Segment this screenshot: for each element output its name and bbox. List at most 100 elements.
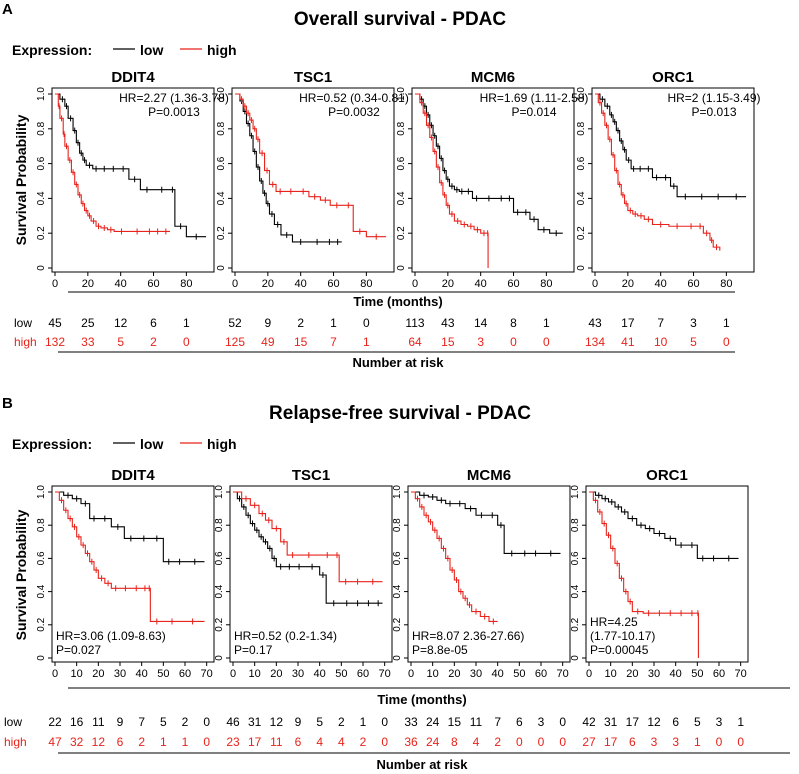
survival-curve-low-b-orc1 [589,491,739,559]
km-plot-b-tsc1: TSC1 0 0.2 0.4 0.6 0.8 1.0 0 10 20 30 40 50 60 70 HR=0.… [214,467,393,680]
plot-frame-a-tsc1 [231,87,395,273]
y-tick-label-a-ddit4: 1.0 [36,87,47,101]
risk-count-low-b: 11 [92,715,105,729]
risk-count-low-a: 113 [405,316,424,330]
risk-count-low-b: 12 [647,715,661,729]
risk-count-high-b: 6 [117,735,124,749]
y-tick-label-a-tsc1: 0 [216,265,227,271]
y-tick-label-b-mcm6: 0.2 [392,617,403,631]
risk-count-low-b: 2 [338,715,345,729]
y-tick-label-a-orc1: 0 [576,265,587,271]
risk-count-low-a: 6 [150,316,157,330]
risk-count-high-b: 8 [451,735,458,749]
risk-count-high-a: 33 [81,335,95,349]
y-tick-label-b-ddit4: 0 [36,655,47,661]
panel-title-b: Relapse-free survival - PDAC [269,403,531,424]
risk-count-low-a: 1 [183,316,190,330]
ylabel-a: Survival Probability [13,114,29,245]
risk-count-high-a: 1 [363,335,370,349]
plot-title-b-ddit4: DDIT4 [111,467,155,484]
risk-count-low-b: 5 [316,715,323,729]
y-tick-label-a-orc1: 1.0 [576,87,587,101]
hr-annotation-b-orc1: (1.77-10.17) [590,629,655,643]
risk-count-high-b: 23 [226,735,240,749]
x-tick-label-b-orc1: 50 [691,668,703,680]
risk-table-b: 22 16 11 9 7 5 2 0 46 31 12 9 5 2 1 0 33 24 15 11 7 6 3 0 42 31 17… [48,715,744,749]
y-tick-label-a-ddit4: 0.4 [36,191,47,205]
risk-title-a: Number at risk [352,355,444,370]
risk-count-low-a: 43 [441,316,455,330]
risk-count-low-b: 24 [426,715,440,729]
y-tick-label-a-orc1: 0.8 [576,121,587,135]
y-tick-label-a-tsc1: 0.6 [216,156,227,170]
survival-curve-high-b-tsc1 [233,491,383,583]
x-tick-label-a-orc1: 60 [687,278,699,290]
plot-title-b-mcm6: MCM6 [467,467,511,484]
x-tick-label-a-ddit4: 60 [147,278,159,290]
x-tick-label-b-tsc1: 30 [292,668,304,680]
risk-count-high-b: 6 [295,735,302,749]
x-tick-label-b-ddit4: 30 [114,668,126,680]
risk-count-low-b: 6 [672,715,679,729]
survival-curve-low-a-orc1 [595,93,747,198]
risk-count-high-a: 2 [150,335,157,349]
hr-annotation-a-orc1: P=0.013 [691,105,736,119]
risk-count-high-b: 0 [737,735,744,749]
risk-count-low-b: 3 [538,715,545,729]
y-tick-label-b-mcm6: 0.4 [392,584,403,598]
hr-annotation-a-ddit4: HR=2.27 (1.36-3.78) [119,91,229,105]
hr-annotation-b-mcm6: HR=8.07 2.36-27.66) [412,629,524,643]
x-tick-label-a-tsc1: 60 [327,278,339,290]
survival-curve-high-b-mcm6 [411,491,498,623]
y-tick-label-b-ddit4: 0.4 [36,584,47,598]
risk-count-low-a: 3 [690,316,697,330]
x-tick-label-a-ddit4: 20 [82,278,94,290]
x-tick-label-b-orc1: 10 [605,668,617,680]
legend-high-a: high [207,42,237,58]
risk-count-low-a: 52 [228,316,242,330]
risk-count-high-a: 49 [261,335,275,349]
hr-annotation-b-ddit4: HR=3.06 (1.09-8.63) [56,629,166,643]
hr-annotation-a-mcm6: P=0.014 [511,105,556,119]
risk-count-low-b: 31 [248,715,262,729]
y-tick-label-b-tsc1: 0.6 [214,551,225,565]
risk-count-low-b: 3 [716,715,723,729]
survival-curve-high-a-orc1 [595,93,721,251]
x-tick-label-b-ddit4: 0 [52,668,58,680]
x-tick-label-a-orc1: 0 [592,278,598,290]
y-tick-label-b-orc1: 0.6 [570,551,581,565]
hr-annotation-a-ddit4: P=0.0013 [148,105,200,119]
y-tick-label-b-mcm6: 0 [392,655,403,661]
risk-count-low-b: 7 [494,715,501,729]
survival-curve-low-a-tsc1 [235,93,342,243]
risk-count-low-b: 5 [694,715,701,729]
y-tick-label-a-ddit4: 0 [36,265,47,271]
x-tick-label-b-tsc1: 50 [335,668,347,680]
y-tick-label-a-mcm6: 0.6 [396,156,407,170]
risk-count-low-b: 5 [160,715,167,729]
x-tick-label-b-mcm6: 40 [492,668,504,680]
y-tick-label-a-tsc1: 0.8 [216,121,227,135]
y-tick-label-a-mcm6: 0.8 [396,121,407,135]
hr-annotation-b-orc1: HR=4.25 [590,615,638,629]
risk-count-low-b: 11 [470,715,483,729]
risk-count-low-a: 1 [330,316,337,330]
y-tick-label-a-mcm6: 0.2 [396,226,407,240]
x-tick-label-b-ddit4: 60 [179,668,191,680]
risk-count-low-b: 42 [582,715,596,729]
ylabel-b: Survival Probability [13,509,29,640]
y-tick-label-a-orc1: 0.6 [576,156,587,170]
risk-count-high-a: 41 [621,335,635,349]
risk-count-high-b: 11 [270,735,283,749]
risk-count-low-a: 2 [297,316,304,330]
risk-count-high-b: 0 [203,735,210,749]
risk-count-high-b: 12 [92,735,106,749]
risk-label-high-a: high [14,335,37,349]
risk-count-low-a: 8 [510,316,517,330]
risk-count-high-b: 27 [582,735,596,749]
hr-annotation-b-tsc1: P=0.17 [234,643,273,657]
risk-count-high-a: 132 [45,335,65,349]
y-tick-label-b-orc1: 0 [570,655,581,661]
km-plot-b-orc1: ORC1 0 0.2 0.4 0.6 0.8 1.0 0 10 20 30 40 50 60 70 HR=4.… [570,467,749,680]
legend-low-a: low [140,42,163,58]
